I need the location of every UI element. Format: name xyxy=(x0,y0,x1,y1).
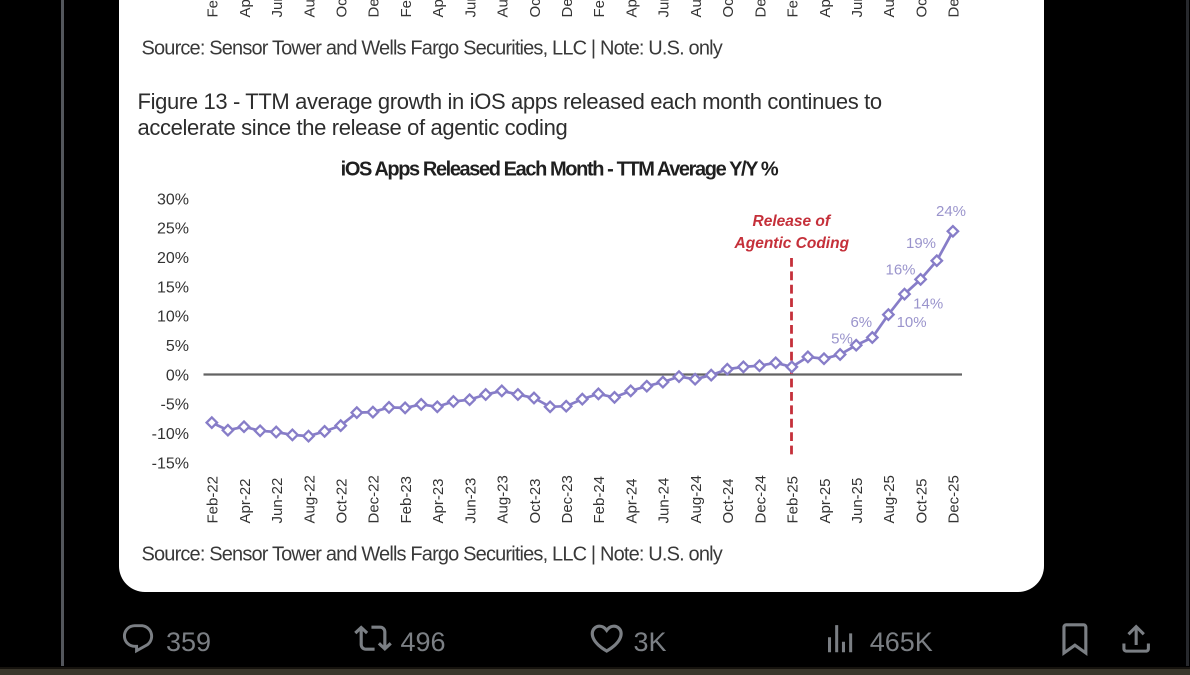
svg-text:15%: 15% xyxy=(157,279,189,296)
svg-text:Dec-22: Dec-22 xyxy=(366,0,383,18)
svg-text:Oct-22: Oct-22 xyxy=(334,0,351,18)
svg-text:Dec-24: Dec-24 xyxy=(752,475,769,523)
svg-text:10%: 10% xyxy=(157,309,189,326)
svg-text:Aug-22: Aug-22 xyxy=(301,475,318,523)
svg-text:Apr-23: Apr-23 xyxy=(430,0,447,18)
svg-text:14%: 14% xyxy=(913,295,943,312)
svg-text:359: 359 xyxy=(166,627,211,657)
svg-text:-15%: -15% xyxy=(152,455,189,472)
svg-text:accelerate since the release o: accelerate since the release of agentic … xyxy=(138,115,568,140)
svg-text:24%: 24% xyxy=(936,203,966,220)
svg-text:Oct-22: Oct-22 xyxy=(334,478,351,523)
svg-text:Jun-24: Jun-24 xyxy=(656,478,673,524)
svg-text:3K: 3K xyxy=(634,627,667,657)
svg-text:Jun-23: Jun-23 xyxy=(462,0,479,18)
svg-text:Aug-24: Aug-24 xyxy=(688,475,705,523)
svg-text:Jun-22: Jun-22 xyxy=(269,478,286,524)
svg-text:0%: 0% xyxy=(166,367,189,384)
svg-text:20%: 20% xyxy=(157,250,189,267)
svg-text:-10%: -10% xyxy=(152,426,189,443)
svg-text:Release of: Release of xyxy=(753,213,832,230)
svg-text:Oct-23: Oct-23 xyxy=(527,0,544,18)
svg-text:Dec-22: Dec-22 xyxy=(366,475,383,523)
svg-text:Aug-22: Aug-22 xyxy=(301,0,318,18)
svg-text:Jun-23: Jun-23 xyxy=(462,478,479,524)
svg-text:5%: 5% xyxy=(166,338,189,355)
svg-text:19%: 19% xyxy=(906,235,936,252)
svg-text:5%: 5% xyxy=(831,330,853,347)
svg-text:Dec-23: Dec-23 xyxy=(559,475,576,523)
svg-text:465K: 465K xyxy=(870,627,933,657)
svg-text:496: 496 xyxy=(401,627,446,657)
svg-text:Apr-23: Apr-23 xyxy=(430,478,447,523)
svg-text:Apr-25: Apr-25 xyxy=(817,478,834,523)
svg-text:Apr-22: Apr-22 xyxy=(237,478,254,523)
svg-text:Feb-24: Feb-24 xyxy=(591,476,608,524)
svg-text:6%: 6% xyxy=(850,314,872,331)
svg-text:Aug-25: Aug-25 xyxy=(881,475,898,523)
svg-text:Oct-24: Oct-24 xyxy=(720,0,737,18)
svg-text:Aug-23: Aug-23 xyxy=(495,0,512,18)
svg-text:Feb-22: Feb-22 xyxy=(205,476,222,524)
svg-text:Dec-25: Dec-25 xyxy=(946,475,963,523)
svg-text:10%: 10% xyxy=(897,314,927,331)
svg-text:Agentic Coding: Agentic Coding xyxy=(734,235,850,252)
svg-text:iOS Apps Released Each Month -: iOS Apps Released Each Month - TTM Avera… xyxy=(341,159,779,181)
svg-text:Oct-23: Oct-23 xyxy=(527,478,544,523)
svg-text:Feb-24: Feb-24 xyxy=(591,0,608,18)
svg-text:Apr-22: Apr-22 xyxy=(237,0,254,18)
svg-text:Dec-24: Dec-24 xyxy=(752,0,769,18)
svg-text:16%: 16% xyxy=(885,261,915,278)
svg-text:Aug-25: Aug-25 xyxy=(881,0,898,18)
svg-text:-5%: -5% xyxy=(161,397,189,414)
svg-text:Apr-24: Apr-24 xyxy=(624,0,641,18)
svg-text:Dec-25: Dec-25 xyxy=(946,0,963,18)
svg-text:Aug-23: Aug-23 xyxy=(495,475,512,523)
svg-text:Figure 13 - TTM average growth: Figure 13 - TTM average growth in iOS ap… xyxy=(138,89,882,114)
svg-text:30%: 30% xyxy=(157,191,189,208)
svg-text:Feb-25: Feb-25 xyxy=(785,476,802,524)
svg-text:25%: 25% xyxy=(157,221,189,238)
svg-text:Feb-25: Feb-25 xyxy=(785,0,802,18)
svg-text:Oct-25: Oct-25 xyxy=(913,0,930,18)
svg-text:Jun-22: Jun-22 xyxy=(269,0,286,18)
svg-text:Jun-25: Jun-25 xyxy=(849,0,866,18)
svg-text:Feb-23: Feb-23 xyxy=(398,0,415,18)
svg-text:Apr-24: Apr-24 xyxy=(624,478,641,523)
svg-text:Feb-22: Feb-22 xyxy=(205,0,222,18)
svg-text:Apr-25: Apr-25 xyxy=(817,0,834,18)
svg-text:Feb-23: Feb-23 xyxy=(398,476,415,524)
svg-text:Oct-25: Oct-25 xyxy=(913,478,930,523)
svg-text:Oct-24: Oct-24 xyxy=(720,478,737,523)
svg-text:Dec-23: Dec-23 xyxy=(559,0,576,18)
svg-text:Aug-24: Aug-24 xyxy=(688,0,705,18)
svg-text:Source: Sensor Tower and Wells: Source: Sensor Tower and Wells Fargo Sec… xyxy=(142,544,723,566)
svg-text:Jun-25: Jun-25 xyxy=(849,478,866,524)
svg-text:Source: Sensor Tower and Wells: Source: Sensor Tower and Wells Fargo Sec… xyxy=(142,38,723,60)
svg-text:Jun-24: Jun-24 xyxy=(656,0,673,18)
